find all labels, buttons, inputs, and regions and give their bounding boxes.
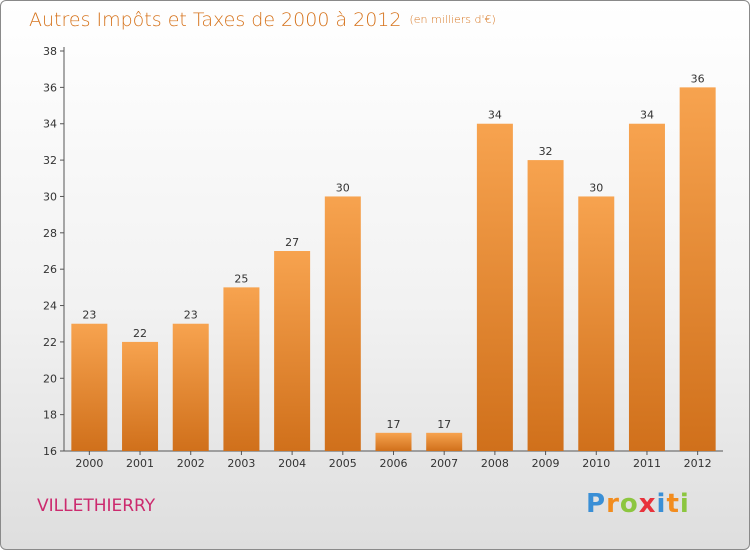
x-tick-label: 2000 [75, 457, 103, 470]
y-tick-label: 38 [43, 45, 57, 58]
y-tick-label: 16 [43, 445, 57, 458]
logo-letter: i [656, 489, 667, 519]
y-tick-label: 32 [43, 154, 57, 167]
bar [476, 123, 513, 452]
data-label: 17 [437, 418, 451, 431]
data-label: 34 [640, 109, 654, 122]
data-label: 25 [234, 272, 248, 285]
y-tick-label: 30 [43, 190, 57, 203]
y-tick-label: 20 [43, 372, 57, 385]
x-tick-label: 2003 [227, 457, 255, 470]
x-tick-label: 2007 [430, 457, 458, 470]
chart-unit: (en milliers d'€) [409, 13, 496, 26]
x-tick-label: 2001 [126, 457, 154, 470]
data-label: 17 [387, 418, 401, 431]
bar [628, 123, 665, 452]
bar [324, 196, 361, 451]
bar [274, 251, 311, 451]
commune-name: VILLETHIERRY [37, 496, 156, 516]
y-tick-label: 28 [43, 227, 57, 240]
bar [375, 432, 412, 451]
data-label: 30 [336, 181, 350, 194]
y-tick-label: 18 [43, 409, 57, 422]
y-tick-label: 26 [43, 263, 57, 276]
logo-letter: r [606, 489, 620, 519]
logo-letter: i [679, 489, 690, 519]
x-tick-label: 2005 [329, 457, 357, 470]
chart-title: Autres Impôts et Taxes de 2000 à 2012 (en… [29, 9, 496, 31]
logo-letter: x [638, 489, 657, 519]
data-label: 30 [589, 181, 603, 194]
x-tick-label: 2004 [278, 457, 306, 470]
x-tick-label: 2002 [177, 457, 205, 470]
chart-title-text: Autres Impôts et Taxes de 2000 à 2012 [29, 9, 402, 31]
logo-letter: P [586, 489, 607, 519]
bar [578, 196, 615, 451]
data-label: 36 [691, 72, 705, 85]
bar [122, 341, 159, 451]
bar [527, 160, 564, 451]
x-tick-label: 2010 [582, 457, 610, 470]
bar [172, 323, 209, 451]
x-tick-label: 2008 [481, 457, 509, 470]
y-tick-label: 24 [43, 300, 57, 313]
bar [426, 432, 463, 451]
data-label: 23 [184, 309, 198, 322]
data-label: 34 [488, 109, 502, 122]
logo-letter: t [666, 489, 680, 519]
x-tick-label: 2011 [633, 457, 661, 470]
bar [223, 287, 260, 451]
y-tick-label: 22 [43, 336, 57, 349]
bar [679, 87, 716, 451]
proxiti-logo: Proxiti [586, 489, 690, 519]
data-label: 23 [82, 309, 96, 322]
data-label: 32 [539, 145, 553, 158]
x-tick-label: 2012 [684, 457, 712, 470]
data-label: 27 [285, 236, 299, 249]
x-tick-label: 2009 [532, 457, 560, 470]
logo-letter: o [619, 489, 639, 519]
data-label: 22 [133, 327, 147, 340]
y-tick-label: 34 [43, 118, 57, 131]
bar [71, 323, 108, 451]
y-tick-label: 36 [43, 81, 57, 94]
x-tick-label: 2006 [380, 457, 408, 470]
